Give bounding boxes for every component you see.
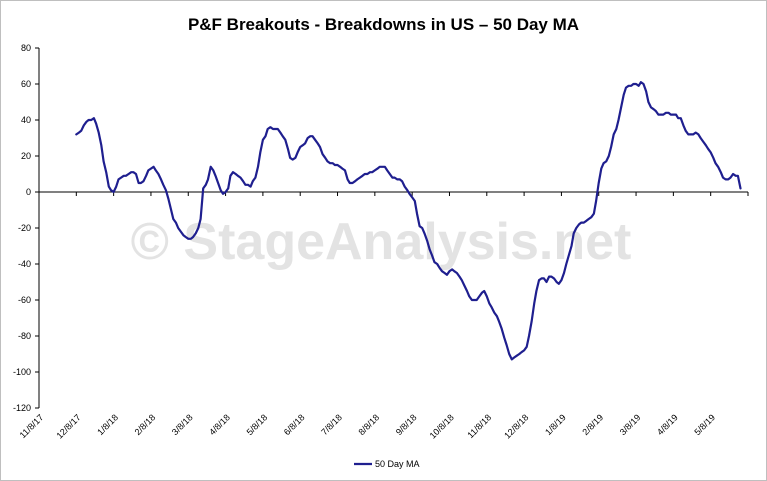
x-tick-label: 1/8/18: [95, 412, 120, 437]
y-tick-label: -80: [18, 331, 31, 341]
x-tick-label: 4/8/19: [655, 412, 680, 437]
y-tick-label: 60: [21, 79, 31, 89]
chart-watermark: © StageAnalysis.net: [131, 213, 632, 271]
y-tick-label: -40: [18, 259, 31, 269]
x-tick-label: 3/8/19: [618, 412, 643, 437]
y-tick-label: -20: [18, 223, 31, 233]
x-tick-label: 12/8/17: [54, 412, 82, 440]
chart-title: P&F Breakouts - Breakdowns in US – 50 Da…: [187, 15, 580, 34]
x-tick-label: 10/8/18: [428, 412, 456, 440]
x-tick-label: 6/8/18: [282, 412, 307, 437]
y-tick-label: -120: [13, 403, 31, 413]
x-tick-label: 11/8/17: [18, 412, 46, 440]
y-tick-label: -100: [13, 367, 31, 377]
series-line-0: [75, 81, 742, 361]
y-tick-label: 80: [21, 43, 31, 53]
x-tick-label: 12/8/18: [502, 412, 530, 440]
x-tick-label: 5/8/18: [245, 412, 270, 437]
x-tick-label: 8/8/18: [356, 412, 381, 437]
y-tick-label: 20: [21, 151, 31, 161]
x-tick-label: 9/8/18: [394, 412, 419, 437]
y-axis: 80 60 40 20 0 -20 -40 -60 -80 -100 -120: [13, 43, 40, 413]
x-tick-label: 3/8/18: [170, 412, 195, 437]
y-tick-label: -60: [18, 295, 31, 305]
x-tick-label: 7/8/18: [319, 412, 344, 437]
x-tick-label: 4/8/18: [207, 412, 232, 437]
y-tick-label: 0: [26, 187, 31, 197]
series-layer: [75, 81, 742, 361]
y-tick-label: 40: [21, 115, 31, 125]
x-tick-label: 2/8/18: [133, 412, 158, 437]
x-tick-label: 2/8/19: [580, 412, 605, 437]
x-tick-label: 11/8/18: [465, 412, 493, 440]
x-tick-label: 1/8/19: [543, 412, 568, 437]
legend-label: 50 Day MA: [375, 459, 420, 469]
x-tick-label: 5/8/19: [692, 412, 717, 437]
legend: 50 Day MA: [354, 459, 420, 469]
